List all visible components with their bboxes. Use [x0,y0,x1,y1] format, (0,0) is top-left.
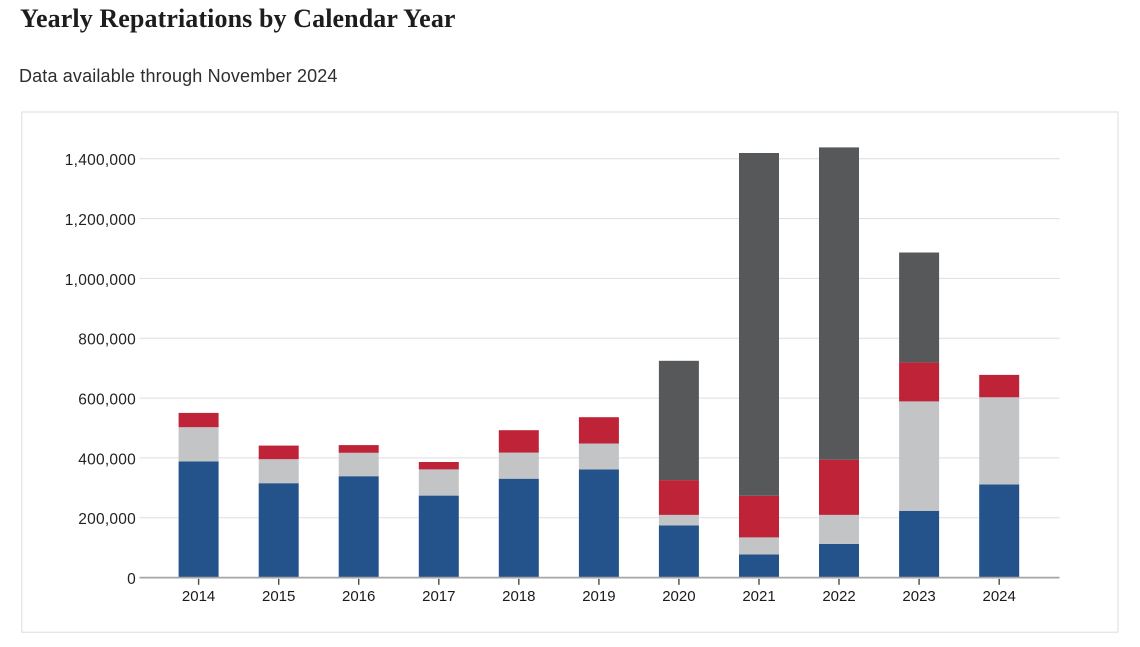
svg-text:2015: 2015 [262,588,295,605]
svg-text:2020: 2020 [662,588,695,605]
svg-text:800,000: 800,000 [78,332,136,349]
svg-text:2022: 2022 [822,588,855,605]
svg-text:2017: 2017 [422,588,455,605]
svg-text:600,000: 600,000 [78,391,136,408]
svg-text:2021: 2021 [742,588,775,605]
svg-text:2014: 2014 [182,588,215,605]
svg-text:2016: 2016 [342,588,375,605]
svg-text:0: 0 [127,571,136,588]
svg-text:400,000: 400,000 [78,451,136,468]
svg-text:2023: 2023 [902,588,935,605]
svg-text:1,000,000: 1,000,000 [65,272,136,289]
svg-text:2018: 2018 [502,588,535,605]
svg-text:2024: 2024 [983,588,1016,605]
svg-text:1,200,000: 1,200,000 [65,212,136,229]
svg-text:1,400,000: 1,400,000 [65,152,136,169]
svg-text:2019: 2019 [582,588,615,605]
svg-text:200,000: 200,000 [78,511,136,528]
